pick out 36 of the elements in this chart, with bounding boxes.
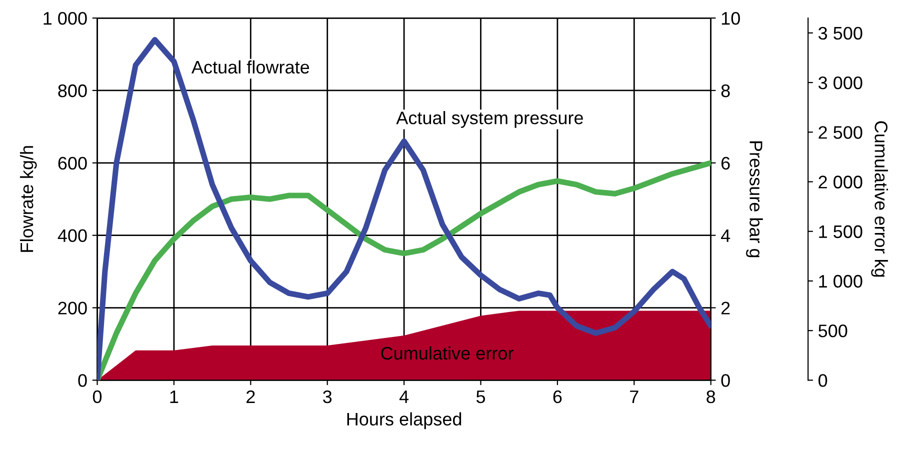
x-tick-label: 3 (323, 390, 332, 404)
x-axis-title: Hours elapsed (347, 412, 462, 430)
y-tick-label: 400 (58, 229, 87, 242)
y2-tick-label: 6 (721, 156, 730, 170)
y3-tick-label: 3 000 (818, 76, 862, 90)
y2-axis-title: Pressure bar g (746, 141, 763, 258)
y-tick-label: 600 (58, 156, 87, 170)
annotation: Actual flowrate (191, 60, 310, 74)
annotation: Cumulative error (381, 346, 514, 360)
x-tick-label: 1 (170, 390, 178, 403)
y2-tick-label: 2 (721, 302, 730, 314)
y-tick-label: 1 000 (44, 12, 87, 25)
y2-tick-label: 4 (720, 229, 730, 242)
x-tick-label: 8 (706, 390, 716, 404)
x-tick-label: 6 (553, 390, 562, 404)
y3-tick-label: 3 500 (818, 26, 862, 40)
y3-tick-label: 0 (818, 374, 828, 387)
y-tick-label: 0 (78, 374, 87, 387)
y2-tick-label: 0 (721, 374, 730, 387)
x-tick-label: 4 (399, 390, 409, 403)
x-tick-label: 2 (246, 390, 255, 403)
y-tick-label: 200 (58, 302, 87, 314)
y3-tick-label: 500 (818, 324, 848, 338)
x-tick-label: 7 (630, 390, 638, 403)
y3-axis-title: Cumulative error kg (871, 121, 888, 277)
y3-tick-label: 1 500 (819, 225, 862, 238)
y3-tick-label: 2 500 (818, 126, 862, 139)
y3-tick-label: 1 000 (819, 274, 862, 288)
y2-tick-label: 8 (721, 84, 730, 98)
x-tick-label: 0 (92, 390, 102, 404)
y-axis-title: Flowrate kg/h (20, 146, 37, 252)
y2-tick-label: 10 (722, 12, 740, 25)
y-tick-label: 800 (58, 84, 87, 98)
x-tick-label: 5 (476, 390, 486, 404)
annotation: Actual system pressure (396, 111, 583, 128)
y3-tick-label: 2 000 (818, 176, 862, 188)
